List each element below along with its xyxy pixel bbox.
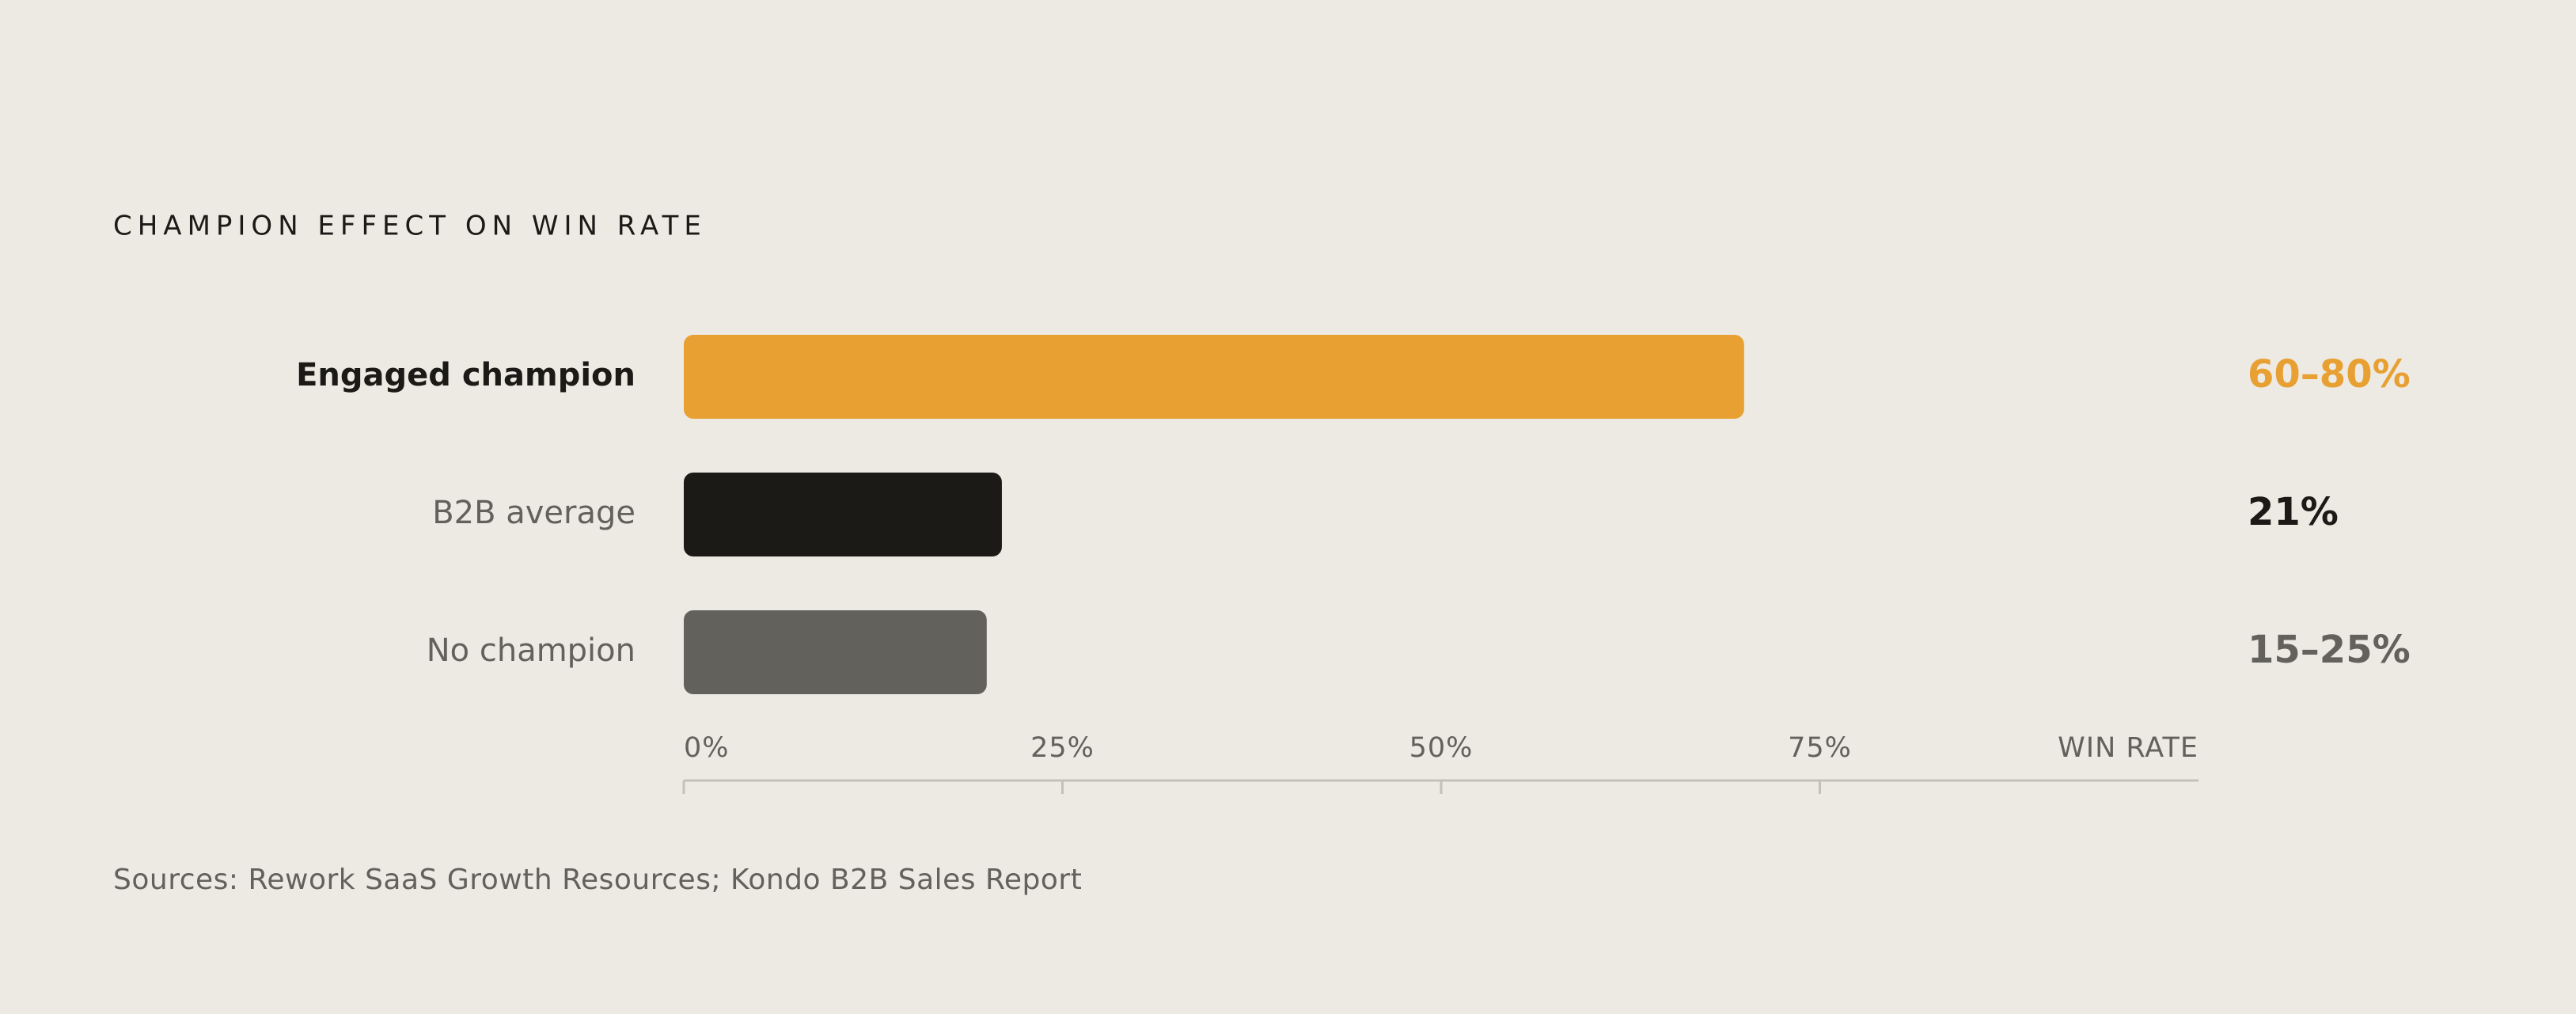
value-label: 60–80% [2248,352,2411,397]
category-label: No champion [427,632,635,669]
x-tick-label: 50% [1409,732,1474,764]
x-axis-label: WIN RATE [2058,732,2199,764]
bar [684,610,987,694]
category-label: Engaged champion [296,357,635,393]
source-note: Sources: Rework SaaS Growth Resources; K… [113,864,1082,896]
chart-title: CHAMPION EFFECT ON WIN RATE [113,211,707,242]
bar [684,473,1002,556]
bar [684,335,1744,419]
value-label: 21% [2248,490,2339,534]
value-label: 15–25% [2248,628,2411,672]
category-label: B2B average [432,495,635,531]
x-tick-label: 25% [1030,732,1095,764]
x-tick-label: 0% [684,732,730,764]
x-tick-label: 75% [1788,732,1852,764]
